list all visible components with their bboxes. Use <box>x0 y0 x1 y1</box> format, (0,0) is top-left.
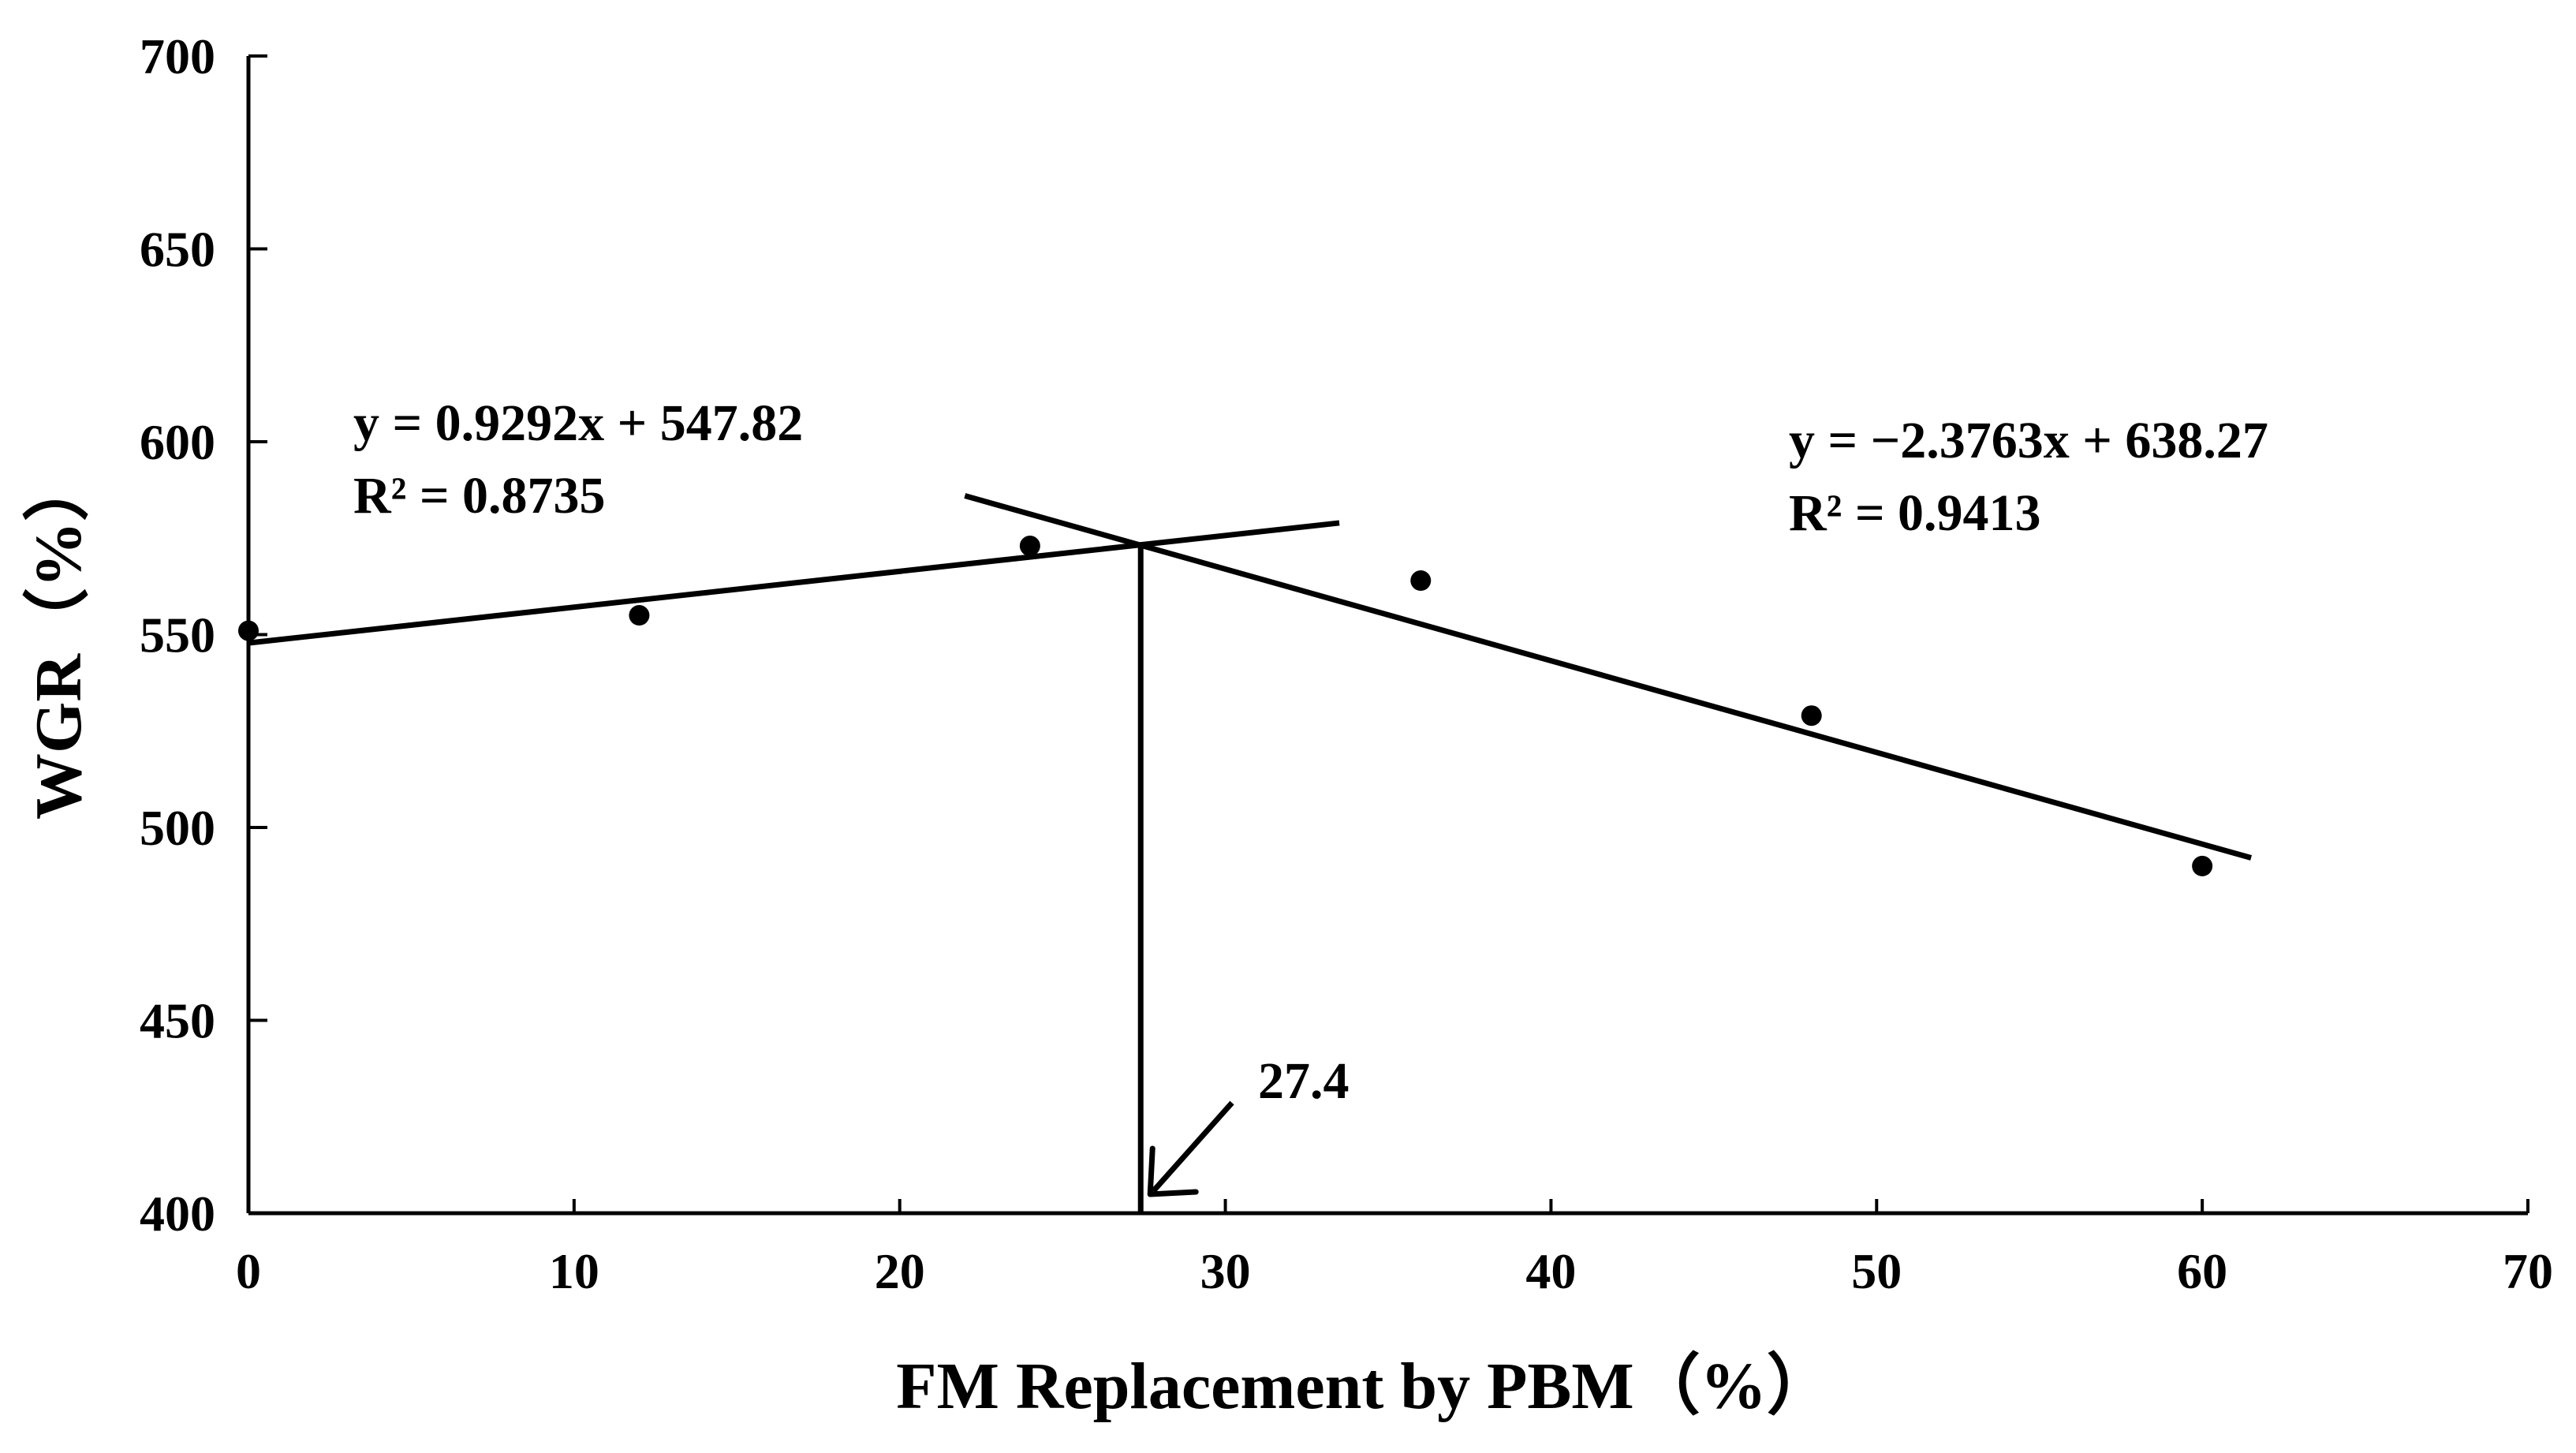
y-tick-label: 650 <box>140 222 215 278</box>
y-tick-label: 400 <box>140 1186 215 1242</box>
x-axis-title: FM Replacement by PBM（%） <box>896 1350 1832 1423</box>
x-tick-label: 60 <box>2177 1243 2227 1299</box>
fit-line-1 <box>248 520 1340 646</box>
fit-lines <box>248 493 2253 861</box>
data-point <box>1019 536 1040 557</box>
breakpoint <box>1137 544 1234 1213</box>
fit-2-equation: y = −2.3763x + 638.27 <box>1789 412 2268 469</box>
axes <box>246 56 2528 1216</box>
x-tick-label: 50 <box>1851 1243 1902 1299</box>
data-point <box>1410 570 1432 592</box>
x-tick-label: 70 <box>2503 1243 2553 1299</box>
fit-1-equation: y = 0.9292x + 547.82 <box>353 394 803 452</box>
y-tick-label: 700 <box>140 28 215 84</box>
y-tick-label: 450 <box>140 993 215 1049</box>
data-points <box>238 536 2213 876</box>
y-tick-label: 550 <box>140 607 215 663</box>
data-point <box>238 620 259 641</box>
fit-2-r2: R² = 0.9413 <box>1789 484 2041 542</box>
x-tick-label: 10 <box>549 1243 599 1299</box>
breakpoint-label: 27.4 <box>1258 1052 1350 1110</box>
annotation-arrow-shaft <box>1151 1100 1234 1193</box>
annotation-arrow-head <box>1147 1145 1199 1197</box>
x-tick-label: 30 <box>1200 1243 1251 1299</box>
fit-line-2 <box>964 493 2253 861</box>
data-point <box>1801 705 1822 726</box>
fit-1-r2: R² = 0.8735 <box>353 467 606 525</box>
x-tick-label: 20 <box>875 1243 925 1299</box>
x-ticks: 0 10 20 30 40 50 60 70 <box>236 1199 2553 1299</box>
y-tick-label: 500 <box>140 800 215 856</box>
y-axis-title: WGR（%） <box>22 455 95 820</box>
x-tick-label: 40 <box>1525 1243 1576 1299</box>
y-tick-label: 600 <box>140 414 215 470</box>
x-tick-label: 0 <box>236 1243 261 1299</box>
y-ticks: 400 450 500 550 600 650 700 <box>140 28 267 1242</box>
data-point <box>2192 855 2213 876</box>
data-point <box>629 605 650 626</box>
